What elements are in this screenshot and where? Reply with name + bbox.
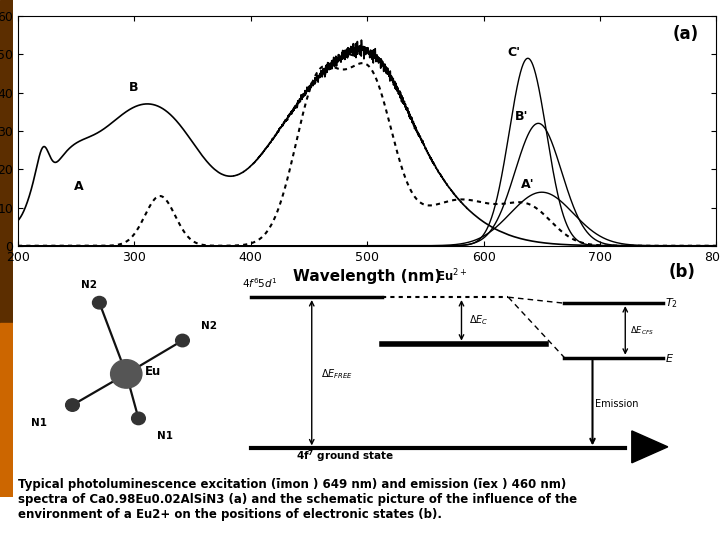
Text: C: C [346, 46, 356, 59]
Text: B': B' [515, 110, 528, 123]
Text: B: B [129, 81, 138, 94]
X-axis label: Wavelength (nm): Wavelength (nm) [293, 269, 441, 284]
Text: (a): (a) [672, 25, 699, 43]
Text: (b): (b) [669, 263, 696, 281]
Polygon shape [632, 431, 668, 463]
Text: A: A [74, 180, 84, 193]
Text: A': A' [521, 178, 534, 191]
Text: C': C' [507, 46, 520, 59]
Text: Typical photoluminescence excitation (īmon ) 649 nm) and emission (īex ) 460 nm): Typical photoluminescence excitation (īm… [18, 478, 577, 521]
Bar [0, 0, 13, 323]
Bar [0, 323, 13, 497]
